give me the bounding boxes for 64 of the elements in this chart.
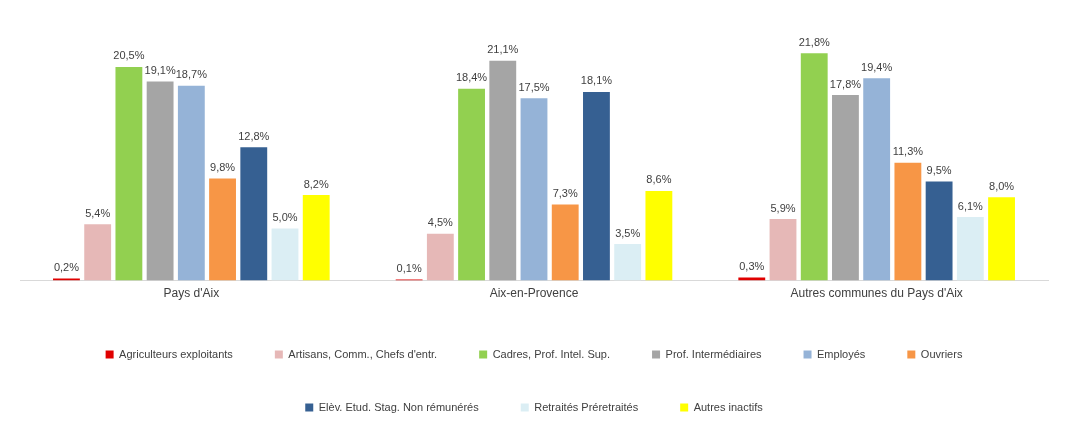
legend-label: Retraités Préretraités [534, 400, 639, 413]
legend-label: Employés [817, 347, 866, 360]
bar [583, 91, 610, 281]
data-label: 19,1% [144, 64, 176, 77]
data-label: 5,9% [770, 201, 796, 214]
data-label: 18,1% [580, 74, 613, 87]
bar [614, 244, 642, 281]
data-label: 20,5% [113, 49, 145, 62]
data-label: 0,3% [739, 260, 765, 272]
data-label: 8,6% [646, 173, 672, 186]
x-tick-label: Pays d'Aix [163, 286, 220, 301]
x-tick-label: Autres communes du Pays d'Aix [790, 286, 963, 301]
bar [645, 190, 673, 281]
x-tick-label: Aix-en-Provence [489, 286, 579, 301]
data-label: 8,2% [303, 177, 329, 190]
data-label: 17,8% [829, 77, 862, 90]
data-label: 0,2% [53, 261, 80, 274]
bar [769, 219, 797, 281]
data-label: 6,1% [957, 199, 984, 212]
legend-label: Ouvriers [920, 347, 963, 360]
bar [240, 147, 268, 281]
bar [209, 178, 236, 281]
bar [894, 162, 922, 281]
bar [458, 88, 485, 281]
bar [302, 195, 330, 281]
bar [956, 217, 984, 281]
legend-label: Prof. Intermédiaires [665, 347, 763, 360]
bar [177, 85, 205, 281]
bar [738, 277, 766, 281]
data-label: 21,1% [487, 43, 519, 56]
data-label: 8,0% [989, 179, 1015, 192]
bar [863, 78, 891, 281]
legend-label: Artisans, Comm., Chefs d'entr. [288, 347, 438, 360]
data-label: 21,8% [798, 35, 831, 48]
bar [988, 197, 1015, 281]
legend-label: Cadres, Prof. Intel. Sup. [492, 347, 611, 360]
bar [271, 228, 299, 281]
data-label: 5,4% [85, 206, 111, 219]
data-label: 12,8% [238, 129, 270, 142]
bar [925, 181, 953, 281]
legend-label: Elèv. Etud. Stag. Non rémunérés [318, 400, 480, 413]
bar [146, 81, 174, 281]
bar [84, 224, 112, 281]
data-label: 18,4% [455, 71, 488, 84]
data-label: 4,5% [427, 216, 454, 229]
bar [489, 60, 517, 281]
bar [832, 95, 859, 281]
data-label: 3,5% [615, 226, 641, 239]
legend-label: Autres inactifs [693, 400, 764, 413]
data-label: 9,5% [926, 164, 952, 177]
bar [800, 53, 828, 281]
bar [520, 98, 548, 281]
data-label: 19,4% [861, 60, 893, 73]
bar [426, 233, 454, 281]
bar [551, 204, 579, 281]
legend-label: Agriculteurs exploitants [119, 347, 234, 360]
data-label: 17,5% [518, 80, 550, 93]
data-label: 7,3% [552, 187, 578, 200]
data-label: 5,0% [272, 211, 298, 224]
data-label: 11,3% [892, 145, 924, 158]
bar [115, 66, 143, 281]
data-label: 0,1% [396, 262, 422, 275]
data-label: 18,7% [175, 68, 208, 81]
data-label: 9,8% [210, 160, 236, 173]
